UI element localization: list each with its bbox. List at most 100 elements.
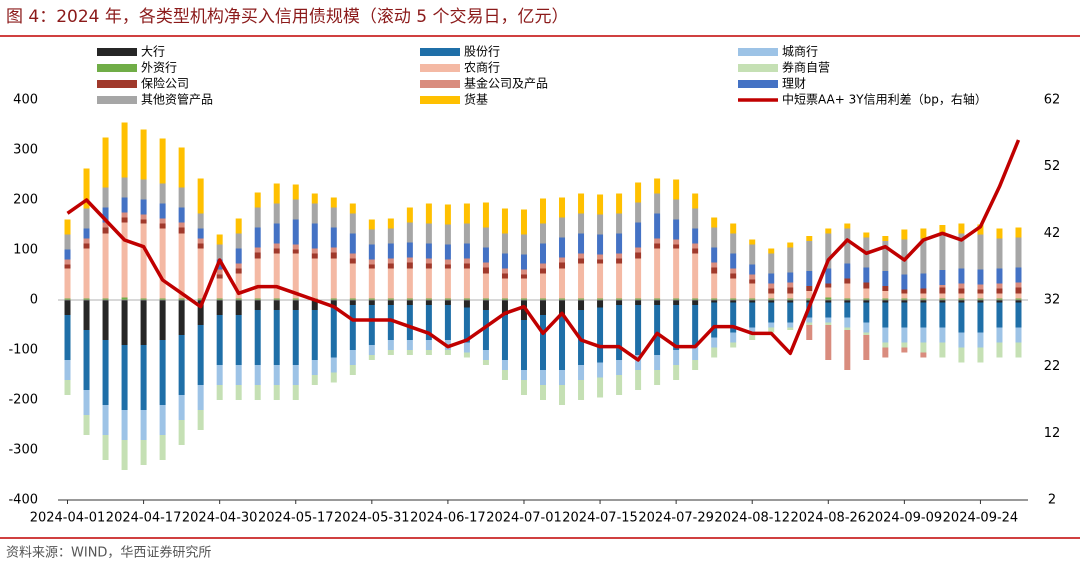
- bar-segment: [482, 273, 489, 299]
- bar-segment: [730, 273, 737, 279]
- bar-segment: [520, 300, 527, 320]
- bar-segment: [977, 302, 984, 333]
- bar-segment: [882, 302, 889, 328]
- legend-label: 货基: [464, 92, 488, 107]
- bar-segment: [216, 385, 223, 400]
- bar-segment: [787, 247, 794, 273]
- bar-segment: [825, 297, 832, 300]
- bar-segment: [368, 298, 375, 300]
- bar-segment: [920, 352, 927, 358]
- bar-segment: [330, 207, 337, 228]
- bar-segment: [692, 360, 699, 370]
- bar-segment: [806, 298, 813, 300]
- y2-tick-label: 22: [1044, 359, 1061, 374]
- bar-segment: [235, 365, 242, 385]
- bar-segment: [425, 298, 432, 300]
- bar-segment: [216, 315, 223, 365]
- bar-segment: [254, 252, 261, 259]
- bar-segment: [540, 268, 546, 274]
- bar-segment: [425, 203, 432, 224]
- bar-segment: [197, 243, 204, 249]
- bar-segment: [121, 345, 128, 410]
- bar-segment: [844, 278, 851, 284]
- bar-segment: [330, 197, 337, 208]
- bar-segment: [578, 263, 585, 299]
- bar-segment: [882, 300, 889, 303]
- bar-segment: [501, 268, 508, 274]
- bar-segment: [730, 253, 737, 269]
- bar-segment: [711, 267, 718, 274]
- bar-segment: [977, 289, 984, 294]
- bar-segment: [178, 298, 185, 300]
- bar-segment: [140, 410, 147, 440]
- bar-segment: [939, 270, 946, 285]
- legend-label: 保险公司: [141, 76, 189, 91]
- bar-segment: [292, 199, 299, 220]
- bar-segment: [578, 380, 585, 400]
- bar-segment: [311, 375, 318, 385]
- bar-segment: [463, 298, 470, 300]
- bar-segment: [178, 420, 185, 445]
- bar-segment: [121, 410, 128, 440]
- bar-segment: [578, 258, 585, 264]
- bar-segment: [520, 380, 527, 395]
- legend-swatch: [738, 64, 778, 72]
- bar-segment: [273, 365, 280, 385]
- x-tick-label: 2024-06-17: [410, 511, 486, 526]
- bar-segment: [882, 241, 889, 271]
- bar-segment: [958, 347, 965, 363]
- bar-segment: [559, 298, 566, 300]
- bar-segment: [140, 179, 147, 200]
- bar-segment: [330, 372, 337, 383]
- bar-segment: [882, 347, 889, 358]
- legend-label: 理财: [782, 77, 806, 91]
- bar-segment: [121, 217, 128, 223]
- bar-segment: [197, 228, 204, 239]
- bar-segment: [559, 370, 566, 385]
- bar-segment: [216, 244, 223, 260]
- bar-segment: [102, 298, 109, 300]
- bar-segment: [749, 298, 756, 300]
- bar-segment: [140, 345, 147, 410]
- x-tick-label: 2024-07-01: [486, 511, 562, 526]
- bar-segment: [863, 288, 870, 299]
- bar-segment: [654, 298, 661, 300]
- bar-segment: [540, 198, 546, 224]
- bar-segment: [444, 350, 451, 355]
- legend-swatch: [97, 96, 137, 104]
- bar-segment: [920, 327, 927, 343]
- bar-segment: [825, 302, 832, 318]
- bar-segment: [692, 248, 699, 254]
- bar-segment: [559, 217, 566, 238]
- bar-segment: [463, 352, 470, 358]
- bar-segment: [406, 222, 413, 243]
- bar-segment: [64, 315, 71, 360]
- bar-segment: [273, 310, 280, 365]
- bar-segment: [939, 285, 946, 288]
- bar-segment: [901, 327, 908, 343]
- bar-segment: [140, 219, 147, 224]
- bar-segment: [920, 273, 927, 289]
- bar-segment: [863, 298, 870, 300]
- bar-segment: [749, 335, 756, 340]
- bar-segment: [425, 263, 432, 269]
- bar-segment: [654, 243, 661, 249]
- bar-segment: [140, 223, 147, 299]
- bar-segment: [673, 305, 680, 350]
- bar-segment: [159, 435, 166, 460]
- bar-segment: [121, 177, 128, 198]
- bar-segment: [806, 322, 813, 325]
- legend-swatch: [97, 64, 137, 72]
- y2-tick-label: 2: [1048, 493, 1056, 508]
- bar-segment: [501, 273, 508, 279]
- bar-segment: [920, 342, 927, 353]
- y-tick-label: 100: [13, 243, 38, 258]
- bar-segment: [863, 282, 870, 289]
- legend-label: 城商行: [782, 44, 818, 59]
- bar-segment: [540, 298, 546, 300]
- bar-segment: [958, 293, 965, 299]
- bar-segment: [749, 302, 756, 328]
- bar-segment: [254, 227, 261, 248]
- bar-segment: [102, 222, 109, 228]
- bar-segment: [825, 300, 832, 303]
